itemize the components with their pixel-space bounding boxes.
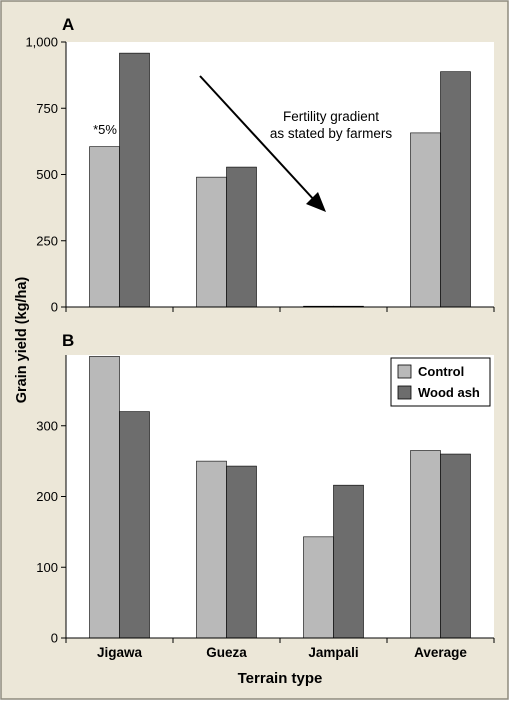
fertility-gradient-text-line1: Fertility gradient: [283, 109, 379, 124]
legend-label-wood-ash: Wood ash: [418, 385, 480, 400]
panel-b-bar-gueza-wood-ash: [226, 465, 257, 639]
panel-a-bar-gueza-wood-ash: [226, 166, 257, 308]
panel-a-ytick-label-1: 250: [36, 233, 58, 248]
panel-a-bar-average-control: [410, 132, 441, 308]
panel-b-bar-jigawa-control: [89, 356, 120, 639]
panel-b-bar-jampali-wood-ash: [333, 484, 364, 639]
panel-a-ytick-label-3: 750: [36, 101, 58, 116]
panel-a-ytick-label-4: 1,000: [25, 35, 58, 50]
panel-b-ytick-label-3: 300: [36, 418, 58, 433]
panel-b-bar-gueza-control: [196, 460, 227, 639]
panel-a-marks: 0 250 500 750 1,000: [25, 35, 495, 315]
x-category-label-jigawa: Jigawa: [97, 645, 143, 660]
panel-a-ytick-label-0: 0: [51, 300, 58, 315]
panel-a-label: A: [62, 15, 74, 34]
panel-b-bar-average-control: [410, 450, 441, 639]
x-category-label-average: Average: [414, 645, 467, 660]
x-category-label-jampali: Jampali: [308, 645, 358, 660]
fertility-gradient-arrowhead: [306, 192, 326, 212]
legend-swatch-wood-ash: [397, 385, 412, 400]
panel-b-bar-jampali-control: [303, 536, 334, 639]
fertility-gradient-arrow: [199, 75, 317, 203]
legend-swatch-control: [397, 364, 412, 379]
panel-a-bar-average-wood-ash: [440, 71, 471, 308]
panel-b-marks: 0 100 200 300 Jigawa Gueza Jampali Average: [36, 356, 495, 660]
panel-b-ytick-label-2: 200: [36, 489, 58, 504]
panel-a-ytick-label-2: 500: [36, 167, 58, 182]
fertility-gradient-text-line2: as stated by farmers: [270, 126, 393, 141]
panel-b-ytick-label-0: 0: [51, 631, 58, 646]
panel-b-ytick-label-1: 100: [36, 560, 58, 575]
panel-b-label: B: [62, 331, 74, 350]
x-category-label-gueza: Gueza: [206, 645, 247, 660]
panel-b-bar-average-wood-ash: [440, 453, 471, 639]
panel-a-bar-gueza-control: [196, 176, 227, 308]
panel-a-bar-jigawa-wood-ash: [119, 52, 150, 308]
panel-b-bar-jigawa-wood-ash: [119, 411, 150, 639]
y-axis-title: Grain yield (kg/ha): [14, 277, 30, 404]
panel-a-bar-note: *5%: [93, 122, 117, 137]
panel-a-bar-jigawa-control: [89, 146, 120, 308]
x-axis-title: Terrain type: [238, 670, 323, 687]
legend-label-control: Control: [418, 364, 464, 379]
legend: Control Wood ash: [390, 357, 491, 407]
